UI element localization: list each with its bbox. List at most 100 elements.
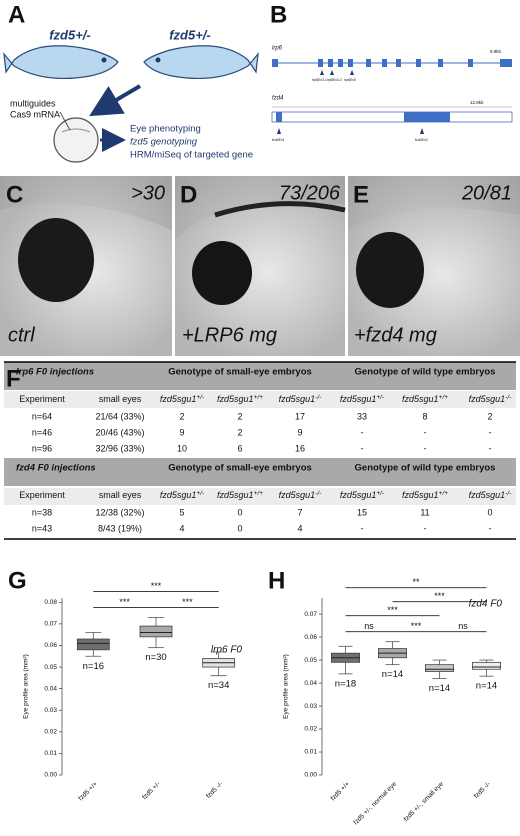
table-cell: 5 — [179, 507, 184, 517]
column-header-text: fzd5sgu1 — [469, 394, 506, 404]
y-tick-label: 0.02 — [304, 726, 317, 733]
readout: Eye phenotyping — [130, 124, 201, 135]
chart-title: lrp6 F0 — [211, 645, 243, 656]
condition-label: ctrl — [8, 324, 35, 346]
column-header: fzd5sgu1+/+ — [217, 394, 263, 405]
condition-label: +fzd4 mg — [354, 324, 437, 346]
table-title: lrp6 F0 injections — [16, 367, 94, 378]
gene-length: 9.9kb — [490, 49, 502, 54]
table-header-band — [4, 458, 516, 486]
y-tick-label: 0.01 — [304, 749, 317, 756]
table-cell: 2 — [237, 427, 242, 437]
column-header-text: fzd5sgu1 — [160, 394, 197, 404]
panel-letter: F — [6, 365, 21, 392]
table-cell: 8 — [422, 411, 427, 421]
panel-letter: H — [268, 567, 285, 594]
gene-name: fzd4 — [272, 96, 284, 102]
column-header: fzd5sgu1+/- — [160, 490, 205, 501]
column-header-text: fzd5sgu1 — [402, 394, 439, 404]
table-cell: - — [361, 443, 364, 453]
box — [471, 661, 501, 670]
table-cell: 0 — [487, 507, 492, 517]
column-header: small eyes — [99, 490, 142, 500]
table-cell: 9 — [179, 427, 184, 437]
table-cell: - — [489, 523, 492, 533]
panel-b: B lrp6 9.9kb lrp6Ex3.1 lrp6Ex3.2 lrp6Ex5… — [270, 1, 513, 142]
micrograph-row: C >30 ctrl D 73/206 +LRP6 mg E 20/81 +fz… — [0, 176, 520, 356]
table-cell: 15 — [357, 507, 367, 517]
parent-genotype: fzd5+/- — [49, 27, 91, 42]
panel-letter: E — [353, 181, 369, 208]
exons — [272, 59, 512, 67]
column-header: Experiment — [19, 490, 65, 500]
fish-eye — [101, 57, 107, 63]
table-header-band — [4, 362, 516, 390]
superscript: +/+ — [254, 394, 264, 401]
table-cell: 0 — [237, 507, 242, 517]
table-cell: 9 — [297, 427, 302, 437]
group-header: Genotype of wild type embryos — [355, 463, 496, 474]
panel-letter: A — [8, 1, 25, 28]
n-label: n=14 — [476, 681, 497, 692]
column-header: fzd5sgu1-/- — [279, 394, 323, 405]
gene-length: 12.8kb — [470, 100, 484, 105]
y-tick-label: 0.05 — [44, 664, 57, 671]
y-tick-label: 0.00 — [44, 772, 57, 779]
column-header-text: fzd5sgu1 — [279, 394, 316, 404]
n-label: n=16 — [83, 661, 104, 672]
column-header-text: fzd5sgu1 — [340, 490, 377, 500]
micrograph — [175, 176, 346, 356]
table-cell: n=46 — [32, 427, 52, 437]
superscript: +/- — [196, 490, 205, 497]
guide-label: fzd4Ex1 — [272, 138, 285, 142]
n-label: n=34 — [208, 680, 229, 691]
column-header-text: Experiment — [19, 490, 65, 500]
significance-label: ** — [412, 577, 420, 587]
table-cell: 4 — [179, 523, 184, 533]
table-cell: 21/64 (33%) — [95, 411, 144, 421]
table-cell: 2 — [487, 411, 492, 421]
box — [424, 664, 454, 672]
y-tick-label: 0.07 — [304, 611, 317, 618]
superscript: -/- — [315, 394, 322, 401]
y-tick-label: 0.03 — [44, 707, 57, 714]
column-header-text: fzd5sgu1 — [402, 490, 439, 500]
table-cell: 12/38 (32%) — [95, 507, 144, 517]
micrograph — [0, 176, 172, 356]
gene-track — [271, 111, 513, 123]
embryo — [53, 117, 99, 163]
table-cell: 16 — [295, 443, 305, 453]
significance-label: *** — [151, 581, 162, 591]
table-cell: - — [361, 427, 364, 437]
superscript: +/+ — [439, 490, 449, 497]
exon — [404, 112, 450, 122]
column-header: fzd5sgu1-/- — [279, 490, 323, 501]
y-axis-label: Eye profile area (mm²) — [283, 654, 290, 719]
needle — [59, 111, 71, 131]
table-cell: n=64 — [32, 411, 52, 421]
panel-letter: B — [270, 1, 287, 28]
column-header: fzd5sgu1+/- — [340, 394, 385, 405]
table-cell: 4 — [297, 523, 302, 533]
y-tick-label: 0.04 — [44, 685, 57, 692]
y-tick-label: 0.05 — [304, 657, 317, 664]
guide-label: lrp6Ex3.1 — [312, 78, 327, 82]
table: F lrp6 F0 injections Genotype of small-ey… — [4, 361, 516, 540]
fish-left — [3, 45, 119, 80]
column-header-text: fzd5sgu1 — [217, 490, 254, 500]
n-label: n=14 — [429, 683, 450, 694]
readout: HRM/miSeq of targeted gene — [130, 150, 253, 161]
group-header: Genotype of small-eye embryos — [168, 367, 312, 378]
group-header: Genotype of wild type embryos — [355, 367, 496, 378]
x-tick-label: fzd5 -/- — [205, 781, 224, 800]
y-tick-label: 0.04 — [304, 680, 317, 687]
y-tick-label: 0.06 — [304, 634, 317, 641]
column-header-text: fzd5sgu1 — [279, 490, 316, 500]
column-header-text: small eyes — [99, 394, 142, 404]
table-cell: 0 — [237, 523, 242, 533]
y-tick-label: 0.00 — [304, 772, 317, 779]
significance-label: ns — [458, 621, 468, 631]
table-cell: 8/43 (19%) — [98, 523, 142, 533]
readout: fzd5 genotyping — [130, 137, 198, 148]
